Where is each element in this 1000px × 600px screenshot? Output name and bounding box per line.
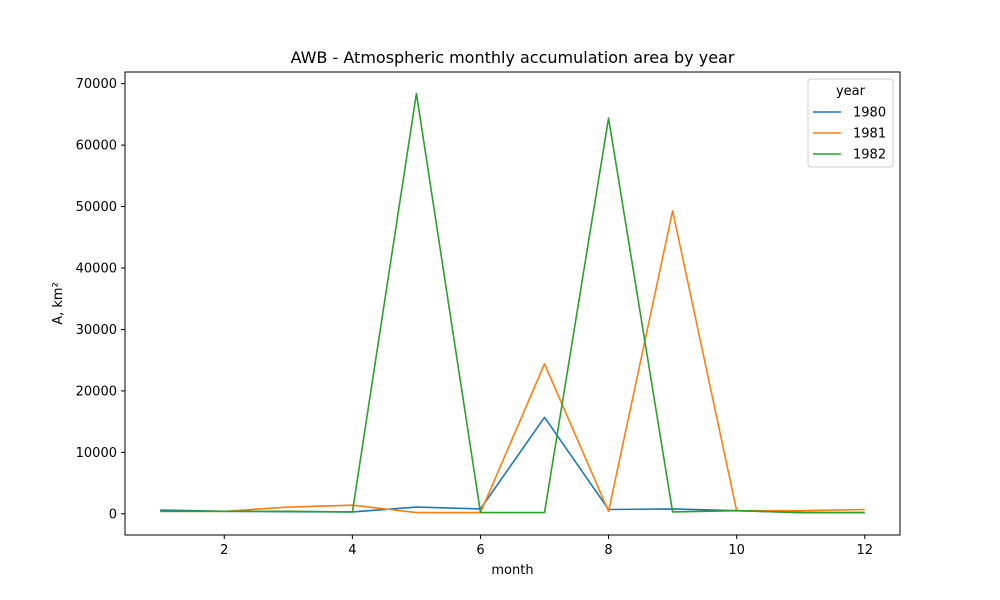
y-axis-title: A, km²	[51, 282, 66, 325]
legend-label-1980: 1980	[853, 106, 886, 121]
x-tick-label: 6	[476, 543, 484, 558]
plot-frame	[124, 71, 901, 536]
y-tick-label: 20000	[76, 384, 117, 399]
legend-box	[807, 78, 894, 168]
y-tick-label: 70000	[76, 77, 117, 92]
y-tick-label: 0	[109, 507, 117, 522]
chart-title: AWB - Atmospheric monthly accumulation a…	[291, 48, 735, 67]
x-tick-label: 8	[604, 543, 612, 558]
series-line-1981	[160, 210, 865, 514]
series-layer	[160, 92, 865, 514]
y-tick-label: 60000	[76, 139, 117, 154]
y-tick-label: 10000	[76, 446, 117, 461]
legend-items: 1980 1981 1982	[813, 106, 886, 163]
y-tick-label: 50000	[76, 200, 117, 215]
x-axis-title: month	[491, 563, 533, 578]
x-axis-ticks: 2 4 6 8 10 12	[220, 535, 873, 558]
y-axis-ticks: 0 10000 20000 30000 40000 50000 60000 70000	[76, 77, 125, 522]
x-tick-label: 4	[348, 543, 356, 558]
x-tick-label: 2	[220, 543, 228, 558]
x-tick-label: 12	[856, 543, 873, 558]
plot-area	[124, 71, 901, 536]
series-line-1980	[160, 416, 865, 514]
y-tick-label: 30000	[76, 323, 117, 338]
x-tick-label: 10	[728, 543, 745, 558]
legend-title: year	[836, 84, 866, 99]
legend-label-1981: 1981	[853, 127, 886, 142]
legend-label-1982: 1982	[853, 148, 886, 163]
legend: year 1980 1981 1982	[807, 78, 894, 168]
series-line-1982	[160, 92, 865, 514]
y-tick-label: 40000	[76, 262, 117, 277]
